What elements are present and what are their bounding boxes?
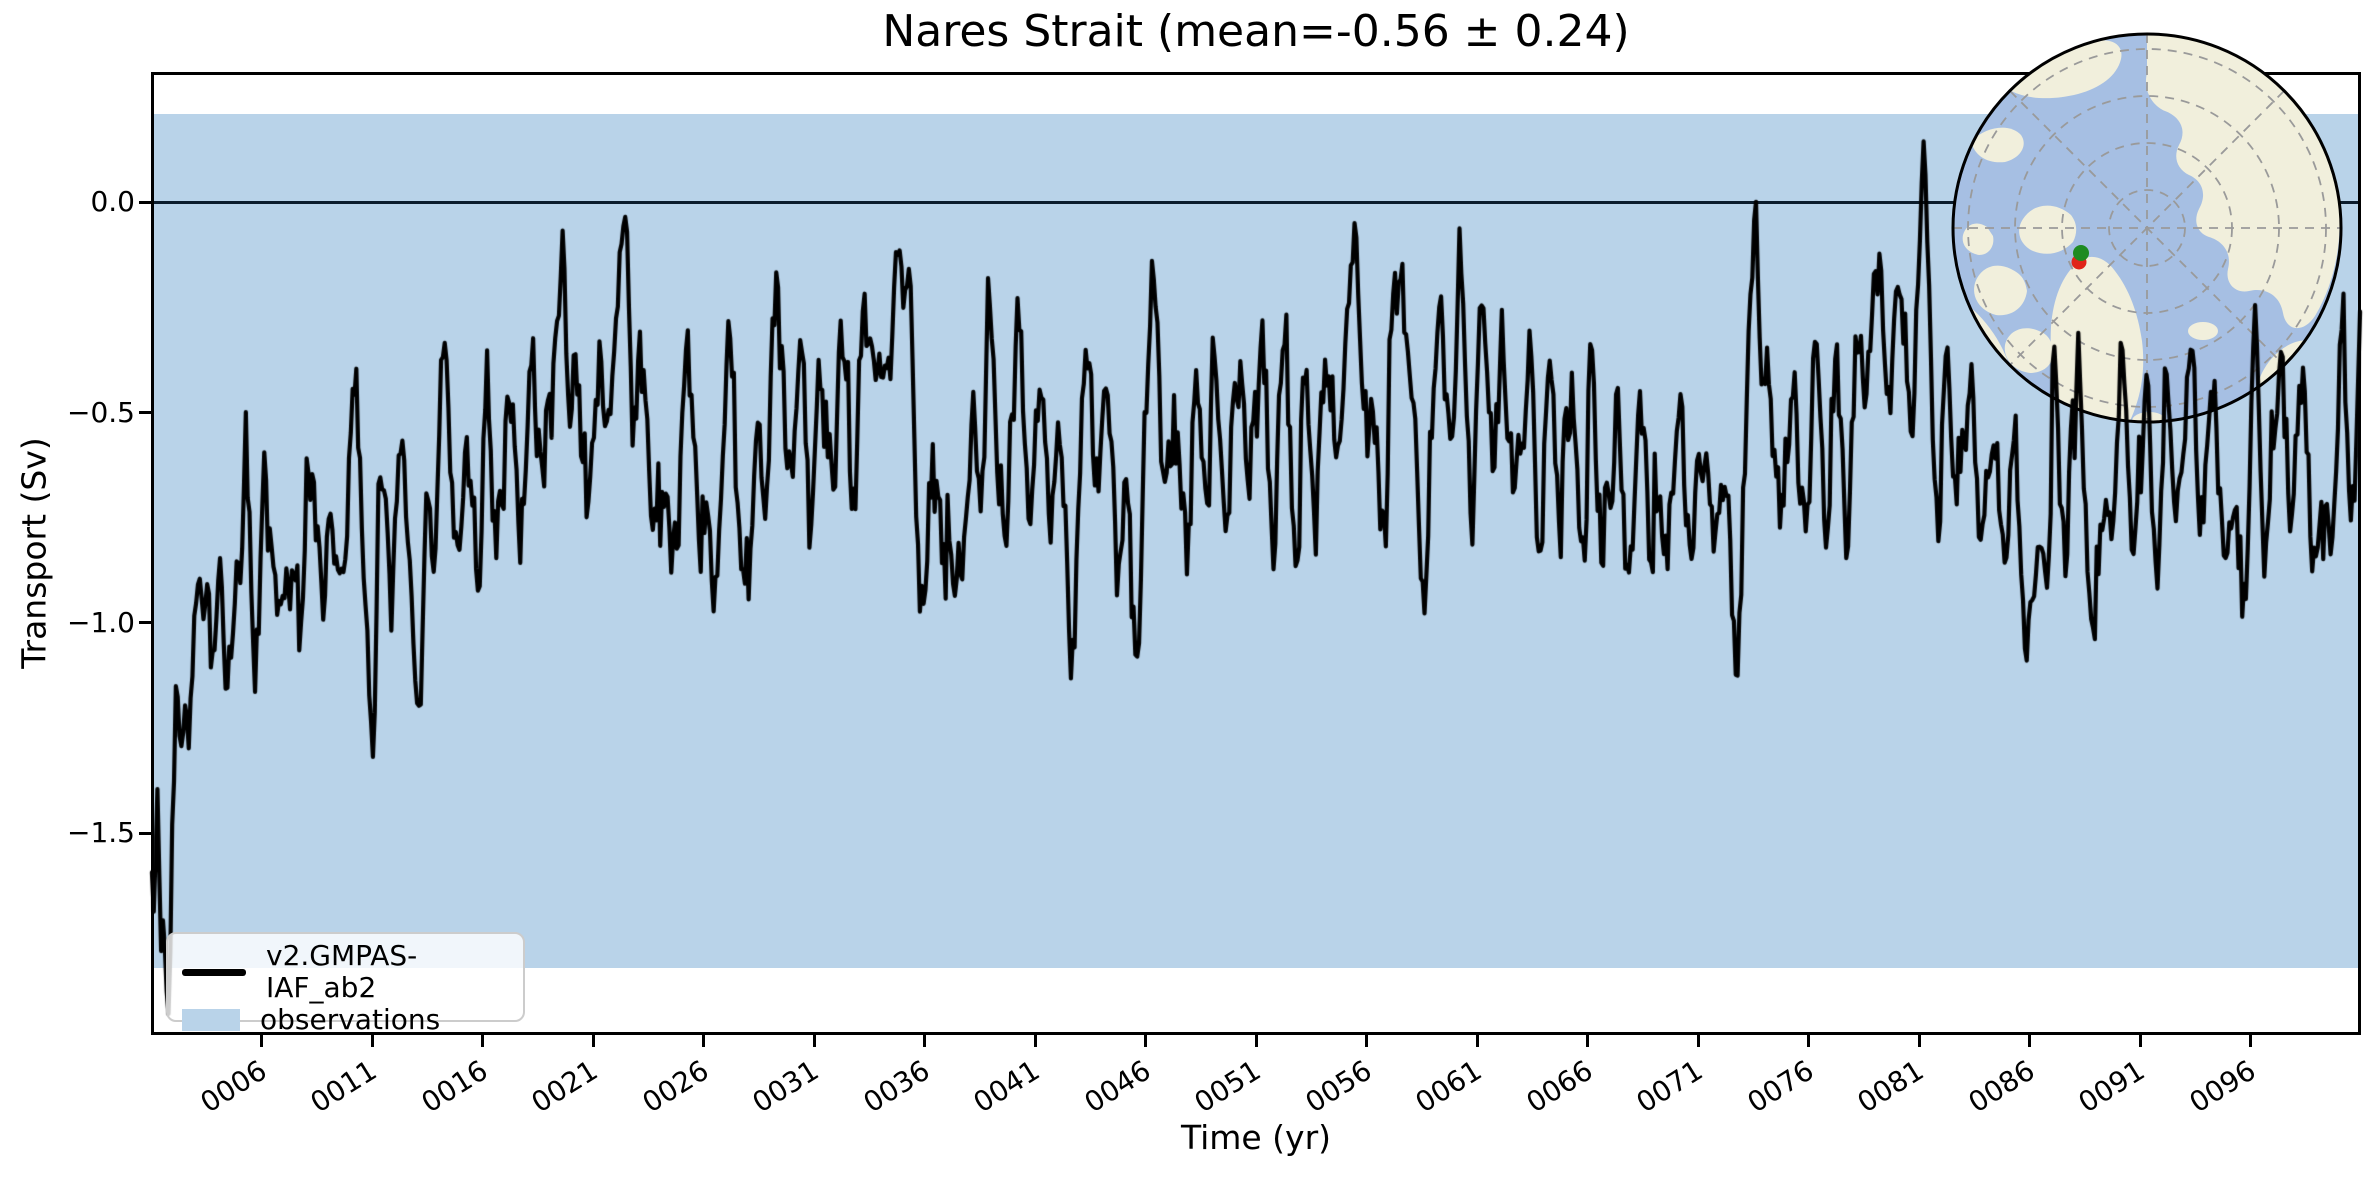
legend-line-swatch (182, 968, 246, 976)
y-tick-label: −1.0 (67, 605, 135, 639)
legend: v2.GMPAS-IAF_ab2 observations (166, 932, 525, 1036)
y-tick-label: −0.5 (67, 395, 135, 429)
legend-patch-swatch (182, 1009, 240, 1031)
legend-item-observations: observations (182, 1004, 509, 1036)
x-axis-label: Time (yr) (1180, 1118, 1332, 1157)
legend-item-model: v2.GMPAS-IAF_ab2 (182, 940, 509, 1004)
legend-label: v2.GMPAS-IAF_ab2 (266, 939, 418, 1004)
y-tick-label: −1.5 (67, 816, 135, 850)
y-tick-label: 0.0 (90, 185, 135, 219)
y-axis-label: Transport (Sv) (14, 437, 54, 669)
legend-label: observations (260, 1003, 441, 1036)
